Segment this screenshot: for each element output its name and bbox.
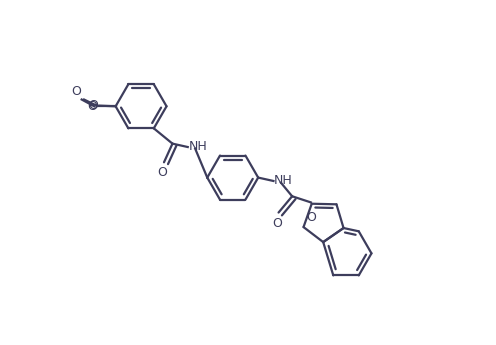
Text: O: O (71, 85, 81, 98)
Text: NH: NH (188, 139, 207, 152)
Text: NH: NH (274, 174, 293, 187)
Text: O: O (306, 211, 316, 224)
Text: O: O (272, 217, 282, 230)
Text: O: O (157, 166, 167, 179)
Text: O: O (87, 100, 97, 113)
Text: O: O (88, 99, 98, 112)
